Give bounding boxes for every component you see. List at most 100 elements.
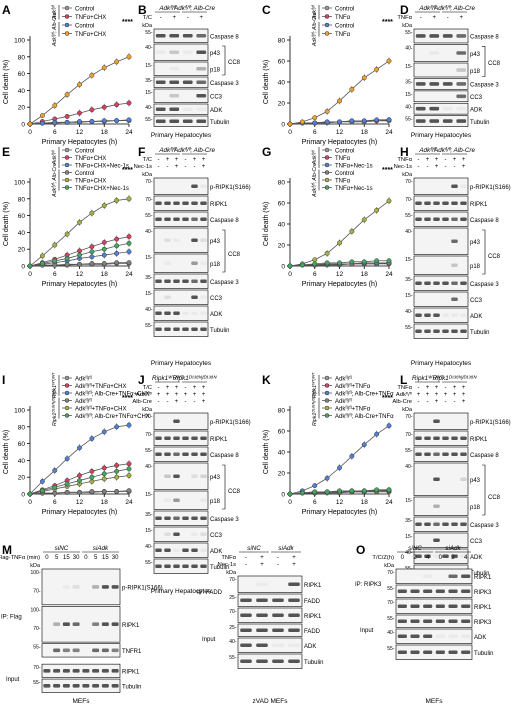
kda-marker: 55-	[387, 616, 395, 622]
data-point	[89, 107, 95, 113]
blot-band	[415, 119, 426, 123]
blot-strip	[237, 593, 303, 607]
blot-band	[173, 238, 180, 243]
protein-label: Caspase 8	[470, 218, 499, 224]
data-point	[374, 258, 380, 264]
x-tick-label: 12	[336, 271, 344, 278]
y-axis-title: Cell death (%)	[3, 430, 10, 474]
legend-group-label: Adkᶠˡ/ᶠˡ	[52, 5, 58, 20]
blot-band	[415, 106, 426, 111]
series-line	[289, 200, 390, 267]
data-point	[126, 249, 132, 255]
protein-label: ADK	[470, 314, 482, 320]
y-tick-label: 0	[21, 264, 25, 271]
legend-label: Control	[335, 171, 354, 177]
blot-strip	[413, 516, 469, 532]
blot-band	[442, 34, 453, 38]
treatment-value: 0	[439, 555, 443, 561]
panel-letter: J	[138, 373, 145, 387]
treatment-label: Nec-1s	[134, 164, 152, 170]
data-point	[52, 119, 58, 125]
line-chart-e: 0 20 40 60 80 100 0 6 12 18 24 Primary Hepatocytes …	[3, 147, 133, 288]
panel-letter: O	[356, 543, 365, 557]
blot-band	[164, 498, 171, 503]
blot-band	[397, 650, 407, 655]
blot-band	[460, 184, 467, 189]
x-tick-label: 24	[385, 499, 393, 506]
group-label: siAdk	[93, 545, 109, 552]
cc8-bracket	[222, 45, 226, 76]
blot-band	[256, 582, 268, 587]
y-tick-label: 40	[278, 450, 286, 457]
data-point	[64, 231, 70, 237]
protein-label: Tubulin	[474, 651, 493, 657]
blot-strip	[153, 490, 209, 510]
group-label: Ripk1ᴰ¹³⁸ᴺ/ᴰ¹³⁸ᴺ	[433, 375, 478, 382]
blot-band	[155, 80, 166, 85]
data-point	[312, 115, 318, 121]
kda-marker: 55-	[145, 213, 153, 219]
blot-strip	[237, 637, 303, 653]
data-point	[126, 260, 132, 266]
blot-band	[196, 50, 207, 55]
data-point	[89, 210, 95, 216]
blot-band	[397, 604, 407, 609]
blot-band	[415, 554, 422, 559]
protein-label: RIPK3	[474, 620, 492, 626]
blot-band	[460, 554, 467, 559]
blot-strip	[413, 323, 469, 339]
treatment-value: +	[175, 164, 179, 170]
treatment-value: +	[202, 392, 206, 398]
y-tick-label: 80	[278, 408, 286, 415]
x-tick-label: 6	[313, 499, 317, 506]
data-point	[337, 240, 342, 246]
protein-label: CC3	[210, 95, 223, 101]
blot-strip	[153, 430, 209, 446]
blot-band	[196, 66, 207, 71]
blot-band	[164, 311, 171, 316]
legend-swatch	[64, 162, 70, 168]
data-point	[299, 490, 305, 496]
data-point	[89, 72, 95, 78]
blot-strip	[413, 211, 469, 227]
line-chart-c: 0 20 40 60 80 0 6 12 18 24 Primary Hepatocytes (h)…	[263, 5, 393, 146]
protein-label: ADK	[470, 555, 482, 561]
significance-marker: ****	[382, 167, 393, 174]
blot-band	[200, 184, 207, 189]
blot-strip	[413, 255, 469, 275]
kda-label: kDa	[402, 407, 413, 413]
legend-label: TNFα	[335, 15, 351, 21]
treatment-value: +	[172, 15, 176, 21]
data-point	[52, 484, 58, 490]
data-point	[349, 488, 355, 494]
kda-marker: 40-	[405, 464, 413, 470]
kda-marker: 70-	[229, 609, 237, 615]
kda-marker: 55-	[145, 117, 153, 123]
blot-band	[155, 50, 166, 55]
significance-marker: ****	[122, 395, 133, 402]
treatment-label: Nec-1s	[218, 562, 236, 568]
blot-band	[415, 281, 422, 286]
legend-label: Control	[335, 6, 354, 12]
legend-label: Adkᶠˡ/ᶠˡ; Alb-Cre+TNFα+CHX	[75, 390, 150, 397]
blot-strip	[153, 321, 209, 337]
x-tick-label: 18	[101, 499, 109, 506]
blot-band	[173, 564, 180, 569]
treatment-value: -	[445, 157, 447, 163]
protein-label: RIPK1	[122, 623, 140, 629]
x-tick-label: 24	[385, 271, 393, 278]
blot-band	[164, 201, 171, 206]
treatment-value: +	[175, 385, 179, 391]
blot-band	[240, 598, 252, 603]
blot-band	[173, 279, 180, 284]
blot-strip	[153, 412, 209, 430]
blot-band	[173, 474, 180, 479]
y-tick-label: 60	[18, 441, 26, 448]
blot-band	[191, 452, 198, 457]
blot-band	[433, 217, 440, 222]
kda-marker: 55-	[33, 680, 41, 686]
blot-band	[191, 295, 198, 300]
kda-marker: 15-	[405, 293, 413, 299]
